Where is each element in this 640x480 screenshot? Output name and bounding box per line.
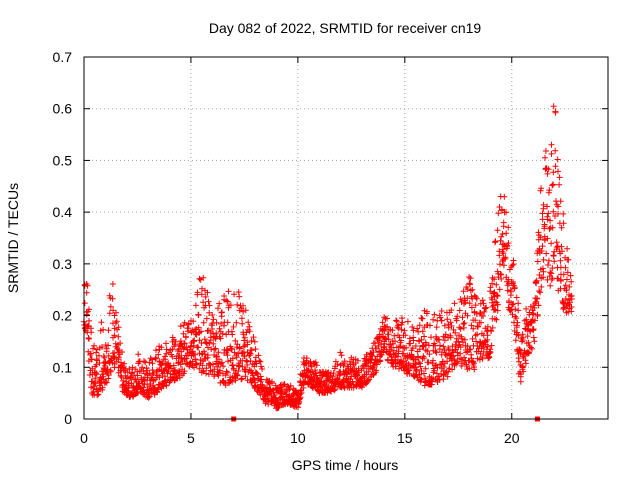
y-tick-labels: 0 0.1 0.2 0.3 0.4 0.5 0.6 0.7: [53, 49, 73, 427]
y-tick-label: 0.3: [53, 256, 73, 272]
y-tick-label: 0: [64, 411, 72, 427]
x-tick-label: 20: [504, 430, 520, 446]
y-tick-label: 0.5: [53, 152, 73, 168]
y-axis-label: SRMTID / TECUs: [5, 183, 21, 293]
scatter-markers: [80, 103, 575, 412]
x-tick-labels: 0 5 10 15 20: [80, 430, 520, 446]
x-tick-label: 15: [397, 430, 413, 446]
x-axis-label: GPS time / hours: [292, 457, 399, 473]
data-points: [80, 103, 575, 422]
chart-title: Day 082 of 2022, SRMTID for receiver cn1…: [209, 20, 482, 36]
y-tick-label: 0.4: [53, 204, 73, 220]
x-tick-label: 0: [80, 430, 88, 446]
y-tick-label: 0.1: [53, 359, 73, 375]
y-tick-label: 0.6: [53, 101, 73, 117]
x-tick-label: 10: [290, 430, 306, 446]
y-tick-label: 0.7: [53, 49, 73, 65]
axis-ticks: [83, 56, 608, 420]
plot-frame: [83, 56, 609, 420]
x-tick-label: 5: [187, 430, 195, 446]
y-tick-label: 0.2: [53, 308, 73, 324]
grid-lines: [84, 57, 608, 419]
